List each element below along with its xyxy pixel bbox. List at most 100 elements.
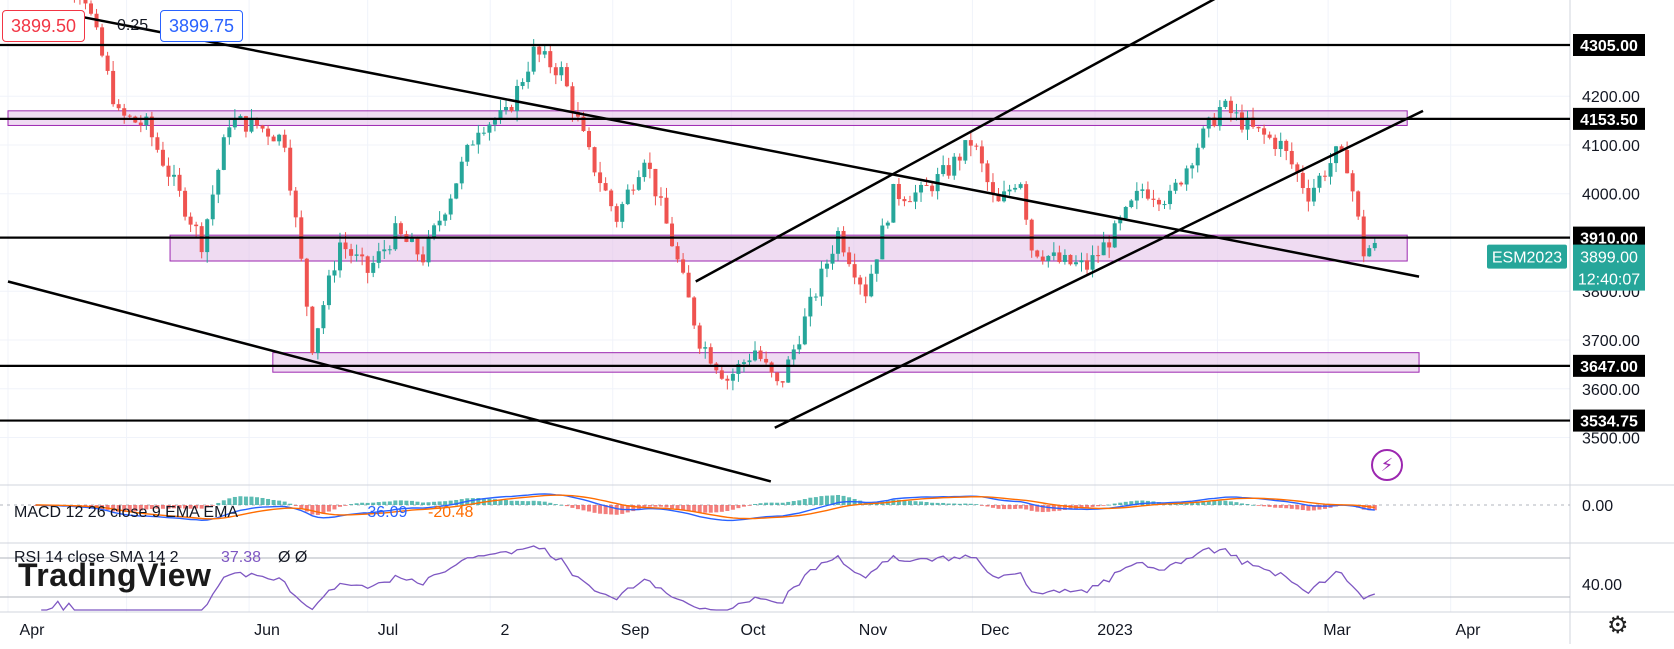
macd-histogram-bar — [664, 505, 669, 508]
ask-price-tag[interactable]: 3899.75 — [160, 10, 244, 42]
candle-body — [736, 363, 741, 374]
spread-value: 0.25 — [117, 17, 149, 34]
candle-body — [824, 263, 829, 269]
gear-icon[interactable]: ⚙ — [1607, 612, 1629, 639]
candle-body — [1112, 223, 1117, 248]
candle-body — [116, 104, 121, 109]
macd-histogram-bar — [1134, 500, 1139, 505]
macd-histogram-bar — [371, 502, 376, 505]
candle-body — [885, 222, 890, 226]
x-tick-label: Dec — [981, 622, 1009, 639]
candle-body — [105, 55, 110, 71]
lightning-icon[interactable]: ⚡ — [1371, 449, 1403, 481]
macd-histogram-bar — [1273, 505, 1278, 508]
macd-histogram-bar — [603, 505, 608, 515]
macd-histogram-bar — [437, 501, 442, 505]
candle-body — [587, 131, 592, 148]
rsi-value: 37.38 — [221, 549, 261, 566]
candle-body — [1339, 146, 1344, 151]
macd-histogram-bar — [376, 502, 381, 505]
macd-histogram-bar — [33, 505, 38, 506]
macd-tick-label: 0.00 — [1582, 498, 1613, 515]
candle-body — [1179, 182, 1184, 185]
macd-histogram-bar — [232, 496, 237, 505]
candle-body — [919, 184, 924, 193]
macd-histogram-bar — [631, 505, 636, 512]
macd-histogram-bar — [172, 505, 177, 509]
macd-histogram-bar — [1306, 505, 1311, 511]
candle-body — [476, 132, 481, 145]
candle-body — [188, 216, 193, 225]
macd-histogram-bar — [227, 498, 232, 505]
y-tick-label: 4100.00 — [1582, 138, 1640, 155]
candle-body — [952, 156, 957, 176]
candle-body — [852, 264, 857, 278]
candle-body — [249, 118, 254, 132]
candle-body — [1068, 254, 1073, 265]
candle-body — [880, 225, 885, 260]
candle-body — [797, 344, 802, 350]
candle-body — [990, 182, 995, 195]
candle-body — [194, 224, 199, 227]
macd-histogram-bar — [177, 505, 182, 509]
macd-histogram-bar — [360, 502, 365, 505]
macd-histogram-bar — [1079, 505, 1084, 509]
candle-body — [1223, 100, 1228, 108]
candle-body — [996, 194, 1001, 202]
candle-body — [310, 306, 315, 354]
candle-body — [1206, 117, 1211, 129]
candle-body — [1356, 191, 1361, 217]
candle-body — [913, 192, 918, 202]
candle-body — [941, 165, 946, 175]
candle-body — [149, 116, 154, 138]
macd-signal-line — [35, 494, 1375, 520]
candle-body — [620, 204, 625, 222]
candle-body — [1079, 260, 1084, 263]
candle-body — [1245, 117, 1250, 130]
candle-body — [1101, 242, 1106, 256]
candle-body — [205, 219, 210, 253]
macd-histogram-bar — [166, 505, 171, 509]
macd-histogram-bar — [1046, 505, 1051, 512]
candle-body — [111, 70, 116, 105]
macd-histogram-bar — [238, 496, 243, 505]
candle-body — [326, 275, 331, 306]
macd-histogram-bar — [686, 505, 691, 511]
candle-body — [764, 358, 769, 363]
macd-histogram-bar — [116, 505, 121, 512]
macd-histogram-bar — [282, 501, 287, 505]
candle-body — [321, 305, 326, 329]
macd-histogram-bar — [719, 505, 724, 512]
macd-histogram-bar — [1289, 505, 1294, 509]
candle-body — [1118, 218, 1123, 224]
candle-body — [1145, 189, 1150, 199]
candle-body — [686, 272, 691, 298]
candle-body — [1046, 255, 1051, 262]
macd-histogram-bar — [1062, 505, 1067, 510]
candle-body — [266, 128, 271, 137]
candle-body — [1350, 173, 1355, 192]
candle-body — [1289, 150, 1294, 165]
candle-body — [564, 67, 569, 87]
macd-histogram-bar — [968, 503, 973, 505]
macd-histogram-bar — [1129, 501, 1134, 505]
y-tick-label: 3700.00 — [1582, 333, 1640, 350]
candle-body — [1062, 254, 1067, 262]
macd-histogram-bar — [1212, 500, 1217, 505]
macd-histogram-bar — [321, 505, 326, 514]
macd-histogram-bar — [537, 501, 542, 505]
macd-histogram-bar — [404, 500, 409, 505]
candle-body — [454, 183, 459, 199]
bid-price-tag[interactable]: 3899.50 — [2, 10, 86, 42]
macd-histogram-bar — [216, 502, 221, 505]
candle-body — [1107, 242, 1112, 248]
price-label-text: 4153.50 — [1580, 112, 1638, 129]
x-tick-label: Jun — [254, 622, 280, 639]
rsi-extra: Ø Ø — [278, 549, 307, 566]
y-tick-label: 3500.00 — [1582, 431, 1640, 448]
candle-body — [504, 107, 509, 111]
macd-histogram-bar — [924, 501, 929, 505]
candle-body — [216, 169, 221, 195]
